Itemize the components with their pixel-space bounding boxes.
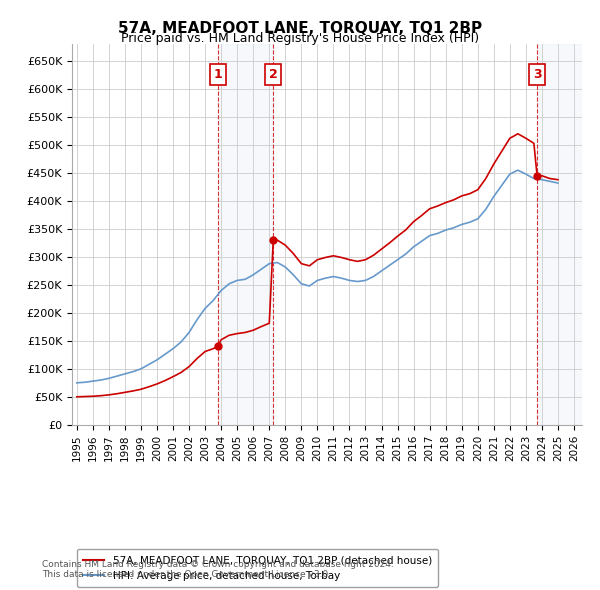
Text: 57A, MEADFOOT LANE, TORQUAY, TQ1 2BP: 57A, MEADFOOT LANE, TORQUAY, TQ1 2BP <box>118 21 482 35</box>
Text: 2: 2 <box>269 68 278 81</box>
Legend: 57A, MEADFOOT LANE, TORQUAY, TQ1 2BP (detached house), HPI: Average price, detac: 57A, MEADFOOT LANE, TORQUAY, TQ1 2BP (de… <box>77 549 438 587</box>
Text: 3: 3 <box>533 68 541 81</box>
Text: Price paid vs. HM Land Registry's House Price Index (HPI): Price paid vs. HM Land Registry's House … <box>121 32 479 45</box>
Text: Contains HM Land Registry data © Crown copyright and database right 2024.
This d: Contains HM Land Registry data © Crown c… <box>42 560 394 579</box>
Bar <box>218 44 273 425</box>
Text: 1: 1 <box>214 68 223 81</box>
Bar <box>537 44 582 425</box>
